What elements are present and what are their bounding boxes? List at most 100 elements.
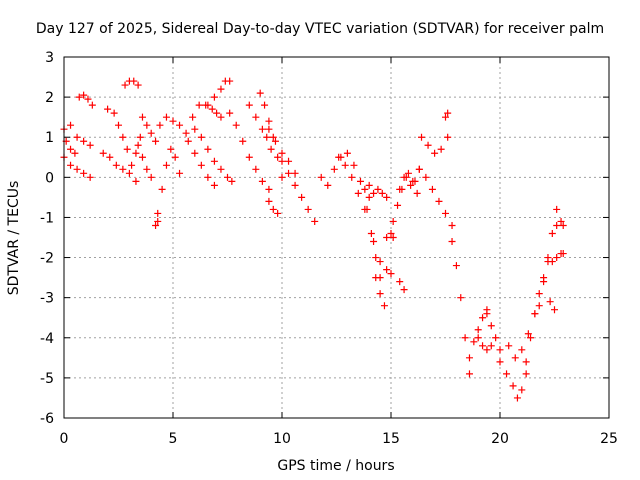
series-arc19 [256,89,286,181]
data-point [67,145,75,153]
data-point [343,149,351,157]
data-point [387,229,395,237]
series-arc17 [226,109,273,193]
data-point [252,165,260,173]
data-point [424,141,432,149]
data-point [132,149,140,157]
data-point [285,157,293,165]
data-point [278,157,286,165]
data-point [123,145,131,153]
data-point [540,278,548,286]
data-point [492,334,500,342]
data-point [67,121,75,129]
data-point [106,153,114,161]
data-point [348,173,356,181]
data-point [448,238,456,246]
data-point [522,370,530,378]
series-arc43 [535,205,561,310]
series-arc20 [265,125,299,177]
data-point [470,338,478,346]
x-tick-label: 10 [273,431,291,447]
data-point [136,133,144,141]
data-point [154,209,162,217]
data-point [503,370,511,378]
data-point [363,205,371,213]
data-point [341,161,349,169]
y-axis-label: SDTVAR / TECUs [6,181,22,296]
data-point [269,133,277,141]
data-point [71,149,79,157]
series-arc48 [361,181,373,193]
data-point [407,181,415,189]
series-arc21 [278,157,319,225]
data-point [110,109,118,117]
data-point [518,386,526,394]
data-point [442,113,449,121]
data-point [226,77,234,85]
data-point [461,334,469,342]
data-point [67,161,75,169]
data-point [271,137,279,145]
series-arc45 [553,217,567,229]
data-point [269,205,277,213]
data-point [551,306,558,314]
series-arc22 [265,197,282,217]
axis-ticks: 0 5 10 15 20 25 -6 -5 -4 -3 -2 -1 0 1 2 3 [40,50,618,447]
data-point [258,125,266,133]
series-arc30 [396,169,421,197]
data-point [522,358,530,366]
data-point [452,262,460,270]
data-point [317,173,325,181]
data-point [400,173,408,181]
data-point [167,145,175,153]
data-point [465,370,473,378]
y-tick-label: -4 [40,331,54,347]
data-point [365,193,373,201]
data-point [404,169,412,177]
data-point [265,125,273,133]
data-point [367,229,375,237]
series-arc34 [415,165,456,229]
data-point [553,205,561,213]
data-point [115,121,122,129]
data-point [324,181,332,189]
data-point [544,254,552,262]
data-point [138,153,146,161]
data-point [245,101,253,109]
series-arc44 [546,298,558,314]
data-point [152,137,160,145]
data-point [396,278,404,286]
y-tick-label: -3 [40,291,54,307]
data-point [217,165,225,173]
data-point [557,217,565,225]
data-point [474,334,482,342]
data-point [431,149,439,157]
x-tick-label: 15 [382,431,400,447]
data-point [134,141,142,149]
data-point [232,121,240,129]
data-point [413,189,421,197]
data-point [524,330,532,338]
data-point [365,181,373,189]
data-point [496,346,504,354]
data-point [387,270,395,278]
y-tick-label: -2 [40,251,54,267]
data-point [513,394,521,402]
series-arc47 [104,105,118,117]
data-point [195,101,203,109]
y-tick-label: -1 [40,210,54,226]
data-point [409,177,417,185]
series-arc41 [505,310,539,362]
data-point [444,133,452,141]
data-point [418,133,426,141]
data-point [415,165,423,173]
data-point [435,197,443,205]
series-arc40 [496,358,530,402]
data-point [265,117,273,125]
series-arc29 [389,165,423,225]
data-point [487,342,495,350]
data-point [422,173,430,181]
data-point [509,382,517,390]
data-point [130,77,138,85]
data-point [210,181,218,189]
